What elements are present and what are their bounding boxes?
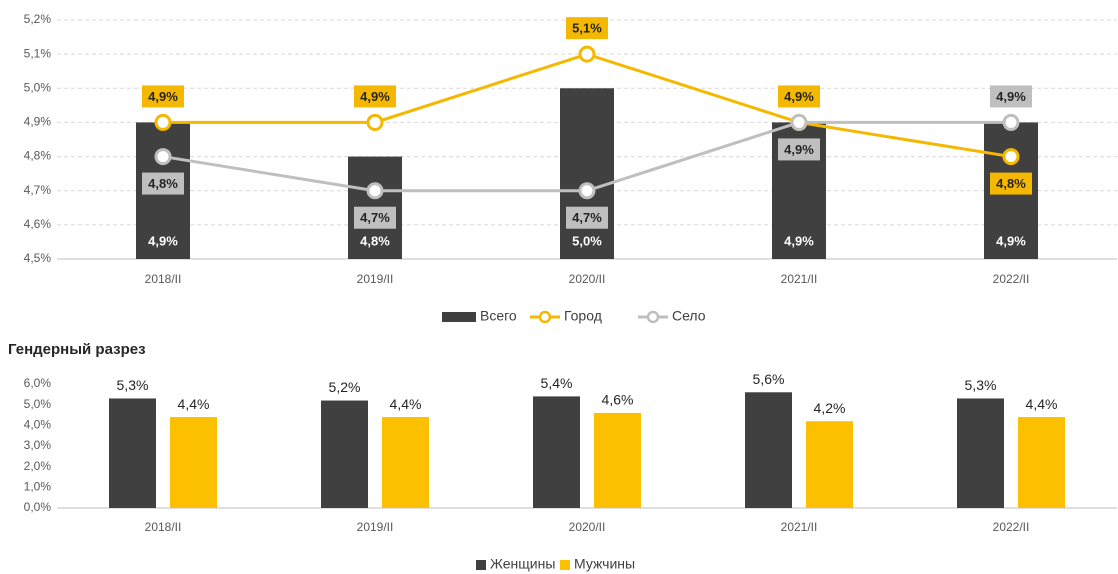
label-box	[778, 85, 820, 108]
data-label: 4,8%	[148, 176, 178, 191]
bar-label: 4,8%	[360, 233, 390, 248]
label-box	[778, 138, 820, 161]
x-tick-label: 2020/II	[569, 520, 606, 534]
x-tick-label: 2018/II	[145, 272, 182, 286]
x-tick-label: 2019/II	[357, 272, 394, 286]
marker	[1002, 113, 1020, 131]
label-box	[990, 172, 1032, 195]
marker	[154, 148, 172, 166]
bar	[321, 400, 368, 508]
x-tick-label: 2018/II	[145, 520, 182, 534]
label-box	[566, 206, 608, 229]
data-label: 4,7%	[572, 210, 602, 225]
y-tick-label: 3,0%	[24, 438, 52, 452]
legend-swatch	[476, 560, 486, 570]
data-label: 4,4%	[1026, 396, 1058, 412]
legend-label: Всего	[480, 308, 517, 324]
label-box	[354, 85, 396, 108]
legend-marker	[646, 310, 660, 324]
x-tick-label: 2019/II	[357, 520, 394, 534]
label-box	[142, 172, 184, 195]
label-box	[566, 17, 608, 40]
marker	[790, 113, 808, 131]
legend-swatch	[560, 560, 570, 570]
data-label: 4,9%	[996, 89, 1026, 104]
data-label: 4,6%	[602, 392, 634, 408]
marker	[578, 45, 596, 63]
bar-label: 4,9%	[784, 233, 814, 248]
y-tick-label: 4,8%	[24, 149, 52, 163]
marker	[366, 113, 384, 131]
bar	[806, 421, 853, 508]
data-label: 4,9%	[784, 142, 814, 157]
legend-label: Город	[564, 308, 602, 324]
legend-swatch	[442, 312, 476, 322]
x-tick-label: 2020/II	[569, 272, 606, 286]
bar	[745, 392, 792, 508]
x-tick-label: 2022/II	[993, 520, 1030, 534]
x-tick-label: 2021/II	[781, 520, 818, 534]
data-label: 5,3%	[965, 377, 997, 393]
bar-label: 4,9%	[148, 233, 178, 248]
y-tick-label: 4,6%	[24, 217, 52, 231]
y-tick-label: 4,7%	[24, 183, 52, 197]
bar-label: 4,9%	[996, 233, 1026, 248]
x-tick-label: 2022/II	[993, 272, 1030, 286]
y-tick-label: 0,0%	[24, 500, 52, 514]
marker	[1002, 148, 1020, 166]
data-label: 4,9%	[784, 89, 814, 104]
legend-marker	[538, 310, 552, 324]
y-tick-label: 4,9%	[24, 115, 52, 129]
chart-title: Гендерный разрез	[8, 341, 146, 358]
legend-label: Мужчины	[574, 556, 635, 572]
legend-label: Село	[672, 308, 706, 324]
bar	[1018, 417, 1065, 508]
data-label: 5,1%	[572, 21, 602, 36]
data-label: 4,4%	[178, 396, 210, 412]
y-tick-label: 2,0%	[24, 459, 52, 473]
y-tick-label: 5,0%	[24, 397, 52, 411]
data-label: 4,2%	[814, 400, 846, 416]
marker	[578, 182, 596, 200]
bar	[594, 412, 641, 508]
data-label: 4,9%	[360, 89, 390, 104]
data-label: 4,7%	[360, 210, 390, 225]
y-tick-label: 4,0%	[24, 418, 52, 432]
label-box	[990, 85, 1032, 108]
y-tick-label: 5,0%	[24, 80, 52, 94]
bar-label: 5,0%	[572, 233, 602, 248]
data-label: 4,9%	[148, 89, 178, 104]
marker	[366, 182, 384, 200]
bar	[382, 417, 429, 508]
data-label: 4,4%	[390, 396, 422, 412]
y-tick-label: 6,0%	[24, 376, 52, 390]
y-tick-label: 4,5%	[24, 251, 52, 265]
y-tick-label: 1,0%	[24, 480, 52, 494]
data-label: 5,4%	[541, 375, 573, 391]
bar	[957, 398, 1004, 508]
bar	[533, 396, 580, 508]
y-tick-label: 5,1%	[24, 46, 52, 60]
data-label: 4,8%	[996, 176, 1026, 191]
y-tick-label: 5,2%	[24, 12, 52, 26]
legend-label: Женщины	[490, 556, 555, 572]
marker	[154, 113, 172, 131]
label-box	[142, 85, 184, 108]
bar	[560, 88, 614, 260]
data-label: 5,2%	[329, 379, 361, 395]
label-box	[354, 206, 396, 229]
x-tick-label: 2021/II	[781, 272, 818, 286]
bar	[109, 398, 156, 508]
bar	[170, 417, 217, 508]
data-label: 5,6%	[753, 371, 785, 387]
data-label: 5,3%	[117, 377, 149, 393]
